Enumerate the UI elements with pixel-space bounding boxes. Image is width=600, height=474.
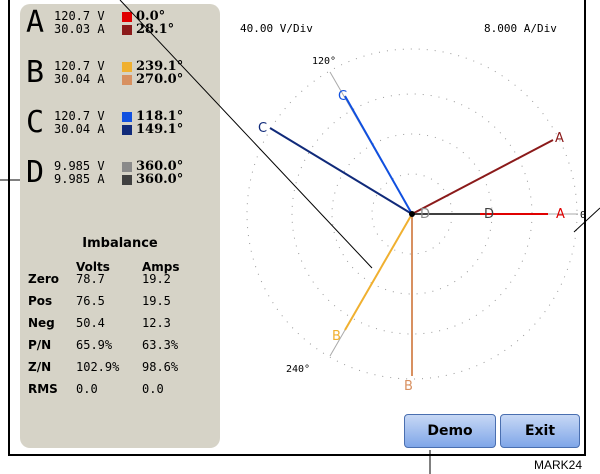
voltage-scale: 40.00 V/Div bbox=[240, 22, 313, 35]
row-label: Neg bbox=[28, 316, 55, 330]
channel-letter: D bbox=[26, 155, 45, 190]
current-swatch bbox=[122, 74, 132, 85]
phasor-label-a-current: A bbox=[555, 131, 564, 146]
amps-value: 12.3 bbox=[142, 316, 171, 330]
voltage-value: 9.985 V bbox=[54, 159, 105, 173]
voltage-value: 120.7 V bbox=[54, 9, 105, 23]
current-swatch bbox=[122, 24, 132, 35]
row-label: Pos bbox=[28, 294, 53, 308]
phasor-label-c-current: C bbox=[258, 121, 267, 136]
voltage-angle: 239.1° bbox=[136, 59, 184, 74]
voltage-angle: 0.0° bbox=[136, 9, 166, 24]
demo-button[interactable]: Demo bbox=[404, 414, 496, 448]
current-value: 9.985 A bbox=[54, 172, 105, 186]
phasor-a-current bbox=[411, 139, 554, 215]
callout-line bbox=[573, 207, 600, 233]
voltage-swatch bbox=[122, 11, 132, 22]
volts-value: 0.0 bbox=[76, 382, 98, 396]
current-angle: 149.1° bbox=[136, 122, 184, 137]
row-label: P/N bbox=[28, 338, 52, 352]
channel-letter: A bbox=[26, 5, 45, 40]
voltage-swatch bbox=[122, 111, 132, 122]
amps-value: 19.5 bbox=[142, 294, 171, 308]
volts-value: 76.5 bbox=[76, 294, 105, 308]
phasor-label-d-voltage: D bbox=[420, 207, 430, 222]
volts-value: 65.9% bbox=[76, 338, 113, 352]
phasor-label-c: C bbox=[338, 89, 347, 104]
phasor-b-voltage bbox=[344, 213, 413, 331]
current-angle: 360.0° bbox=[136, 172, 184, 187]
amps-value: 63.3% bbox=[142, 338, 179, 352]
voltage-value: 120.7 V bbox=[54, 59, 105, 73]
current-swatch bbox=[122, 124, 132, 135]
voltage-swatch bbox=[122, 161, 132, 172]
phasor-label-d: D bbox=[484, 207, 494, 222]
volts-value: 50.4 bbox=[76, 316, 105, 330]
volts-value: 102.9% bbox=[76, 360, 120, 374]
current-swatch bbox=[122, 174, 132, 185]
current-value: 30.04 A bbox=[54, 122, 105, 136]
row-label: Z/N bbox=[28, 360, 52, 374]
volts-header: Volts bbox=[76, 260, 110, 274]
amps-value: 19.2 bbox=[142, 272, 171, 286]
exit-button[interactable]: Exit bbox=[500, 414, 580, 448]
readings-panel: A 120.7 V 0.0° 30.03 A 28.1° B 120.7 V 239.… bbox=[20, 4, 220, 448]
callout-line bbox=[119, 0, 373, 269]
phasor-c-current bbox=[269, 127, 413, 215]
voltage-angle: 360.0° bbox=[136, 159, 184, 174]
amps-value: 0.0 bbox=[142, 382, 164, 396]
current-scale: 8.000 A/Div bbox=[484, 22, 557, 35]
voltage-swatch bbox=[122, 61, 132, 72]
angle-label-240: 240° bbox=[286, 364, 310, 375]
row-label: Zero bbox=[28, 272, 60, 286]
phasor-label-b: B bbox=[332, 329, 341, 344]
voltage-angle: 118.1° bbox=[136, 109, 184, 124]
current-angle: 28.1° bbox=[136, 22, 175, 37]
amps-header: Amps bbox=[142, 260, 180, 274]
volts-value: 78.7 bbox=[76, 272, 105, 286]
channel-letter: C bbox=[26, 105, 45, 140]
current-value: 30.04 A bbox=[54, 72, 105, 86]
row-label: RMS bbox=[28, 382, 58, 396]
angle-label-0: 0 bbox=[580, 210, 586, 221]
watermark: MARK24 bbox=[534, 458, 583, 472]
channel-letter: B bbox=[26, 55, 45, 90]
phasor-label-a: A bbox=[556, 207, 565, 222]
voltage-value: 120.7 V bbox=[54, 109, 105, 123]
origin-dot bbox=[409, 211, 415, 217]
phasor-c-voltage bbox=[344, 95, 413, 215]
current-value: 30.03 A bbox=[54, 22, 105, 36]
imbalance-title: Imbalance bbox=[82, 236, 158, 251]
amps-value: 98.6% bbox=[142, 360, 179, 374]
phasor-label-b-current: B bbox=[404, 379, 413, 394]
angle-label-120: 120° bbox=[312, 56, 336, 67]
current-angle: 270.0° bbox=[136, 72, 184, 87]
